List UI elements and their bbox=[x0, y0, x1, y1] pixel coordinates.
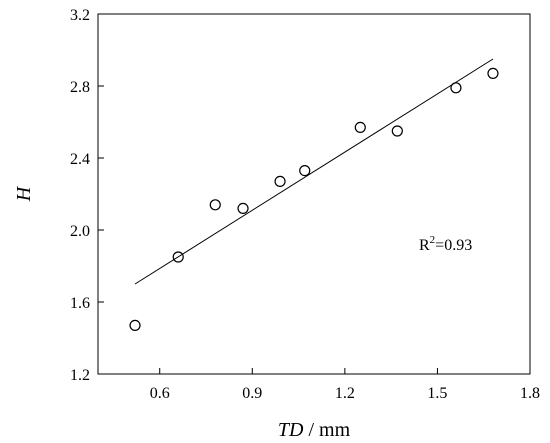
y-tick-label: 3.2 bbox=[70, 7, 90, 24]
data-point bbox=[354, 121, 366, 134]
data-point bbox=[172, 251, 184, 263]
r-squared-annotation: R2=0.93 bbox=[419, 234, 472, 254]
y-tick-label: 2.8 bbox=[70, 79, 90, 96]
y-tick-label: 2.0 bbox=[70, 223, 90, 240]
x-axis-ticks: 0.6 0.9 1.2 1.5 1.8 bbox=[150, 368, 540, 402]
data-point bbox=[274, 175, 286, 187]
y-tick-label: 1.6 bbox=[70, 295, 90, 312]
data-point bbox=[299, 165, 311, 177]
y-axis-title: H bbox=[13, 185, 35, 202]
x-tick-label: 0.9 bbox=[242, 385, 262, 402]
fit-line bbox=[134, 58, 494, 285]
data-point bbox=[391, 125, 403, 137]
fit-line-group bbox=[134, 58, 494, 285]
r-squared-superscript: 2 bbox=[430, 234, 436, 246]
x-tick-label: 1.8 bbox=[520, 385, 540, 402]
data-point bbox=[450, 82, 462, 94]
r-squared-letter: R bbox=[419, 237, 430, 254]
x-axis-title-unit: / mm bbox=[303, 419, 350, 441]
x-axis-title-variable: TD bbox=[278, 419, 304, 441]
data-point bbox=[129, 319, 141, 331]
x-tick-label: 1.2 bbox=[335, 385, 355, 402]
r-squared-value: =0.93 bbox=[435, 237, 472, 254]
x-tick-label: 0.6 bbox=[150, 385, 170, 402]
data-point bbox=[487, 67, 499, 80]
y-tick-label: 1.2 bbox=[70, 367, 90, 384]
y-axis-ticks: 1.2 1.6 2.0 2.4 2.8 3.2 bbox=[70, 7, 104, 384]
data-point bbox=[237, 202, 249, 214]
plot-frame bbox=[97, 13, 531, 375]
data-point bbox=[209, 199, 221, 211]
x-axis-title: TD / mm bbox=[278, 419, 351, 441]
x-tick-label: 1.5 bbox=[427, 385, 447, 402]
data-points bbox=[129, 67, 499, 331]
y-tick-label: 2.4 bbox=[70, 151, 90, 168]
